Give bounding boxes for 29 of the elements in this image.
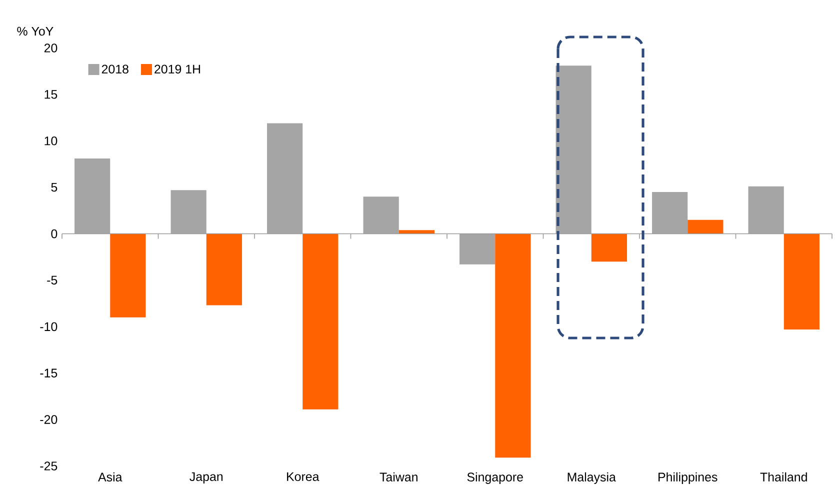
x-tick-label: Philippines (658, 472, 718, 484)
y-tick-label: 5 (51, 182, 58, 192)
x-tick-label: Japan (190, 472, 223, 484)
y-tick-label: -10 (40, 322, 58, 332)
y-axis-title: % YoY (17, 26, 54, 36)
y-tick-label: 10 (44, 136, 58, 146)
y-tick-label: 20 (44, 44, 58, 52)
x-tick-label: Korea (287, 472, 320, 482)
bar (495, 234, 531, 458)
y-tick-label: -25 (40, 462, 58, 470)
legend-label: 2018 (102, 64, 128, 74)
bar (398, 230, 434, 234)
x-tick-label: Singapore (467, 472, 523, 484)
bar (206, 234, 242, 306)
y-tick-label: -20 (40, 415, 58, 424)
y-tick-label: -5 (47, 276, 58, 285)
x-tick-label: Malaysia (568, 472, 616, 484)
y-tick-label: 15 (44, 90, 58, 99)
bar (784, 234, 820, 330)
y-tick-label: 0 (51, 229, 58, 238)
bar (302, 234, 338, 410)
bar (110, 234, 146, 318)
bar (591, 234, 627, 262)
bar (688, 220, 724, 234)
y-tick-label: -15 (40, 368, 58, 378)
x-tick-label: Thailand (760, 472, 807, 482)
x-tick-label: Asia (98, 472, 122, 482)
x-tick-label: Taiwan (380, 472, 418, 482)
legend-label: 2019 1H (154, 64, 200, 74)
